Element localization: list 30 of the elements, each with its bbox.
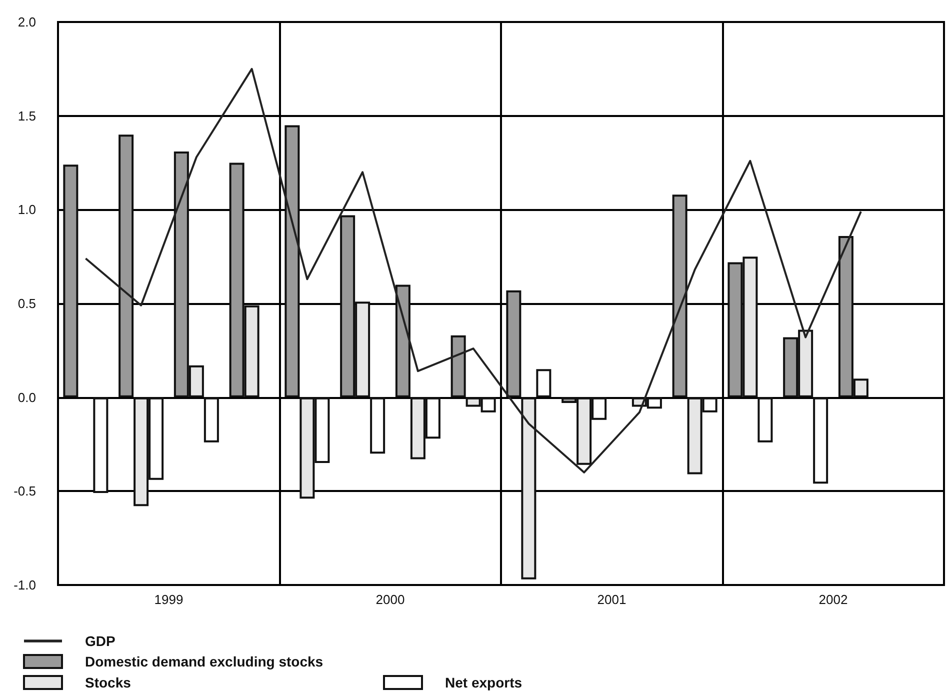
bar — [395, 284, 410, 398]
y-tick-label: 1.5 — [18, 108, 36, 124]
legend-label: Domestic demand excluding stocks — [85, 654, 324, 670]
bar — [521, 397, 536, 580]
bar — [450, 335, 466, 398]
y-tick-label: -1.0 — [14, 578, 36, 592]
bar — [506, 290, 522, 398]
y-tick-label: 2.0 — [18, 14, 36, 30]
legend-label: Stocks — [85, 674, 132, 690]
bar — [63, 164, 78, 398]
bar — [204, 397, 219, 442]
y-tick-label: 0.0 — [18, 390, 36, 405]
line-series — [84, 68, 862, 474]
bar — [118, 134, 134, 398]
bar — [536, 369, 552, 398]
bar — [370, 397, 386, 454]
bar — [758, 397, 773, 442]
x-tick-label: 2002 — [818, 592, 848, 607]
bar — [672, 194, 688, 398]
x-tick-label: 1999 — [154, 592, 184, 607]
y-tick-label: 1.0 — [18, 202, 36, 218]
bar — [284, 125, 300, 398]
legend-label: GDP — [85, 633, 116, 649]
bar — [93, 397, 108, 494]
y-tick-label: 0.5 — [18, 296, 36, 311]
bar — [813, 397, 828, 484]
y-tick-label: -0.5 — [14, 484, 36, 499]
x-tick-label: 2000 — [376, 592, 405, 607]
x-tick-label: 2001 — [597, 592, 626, 607]
legend-label: Net exports — [445, 674, 522, 690]
